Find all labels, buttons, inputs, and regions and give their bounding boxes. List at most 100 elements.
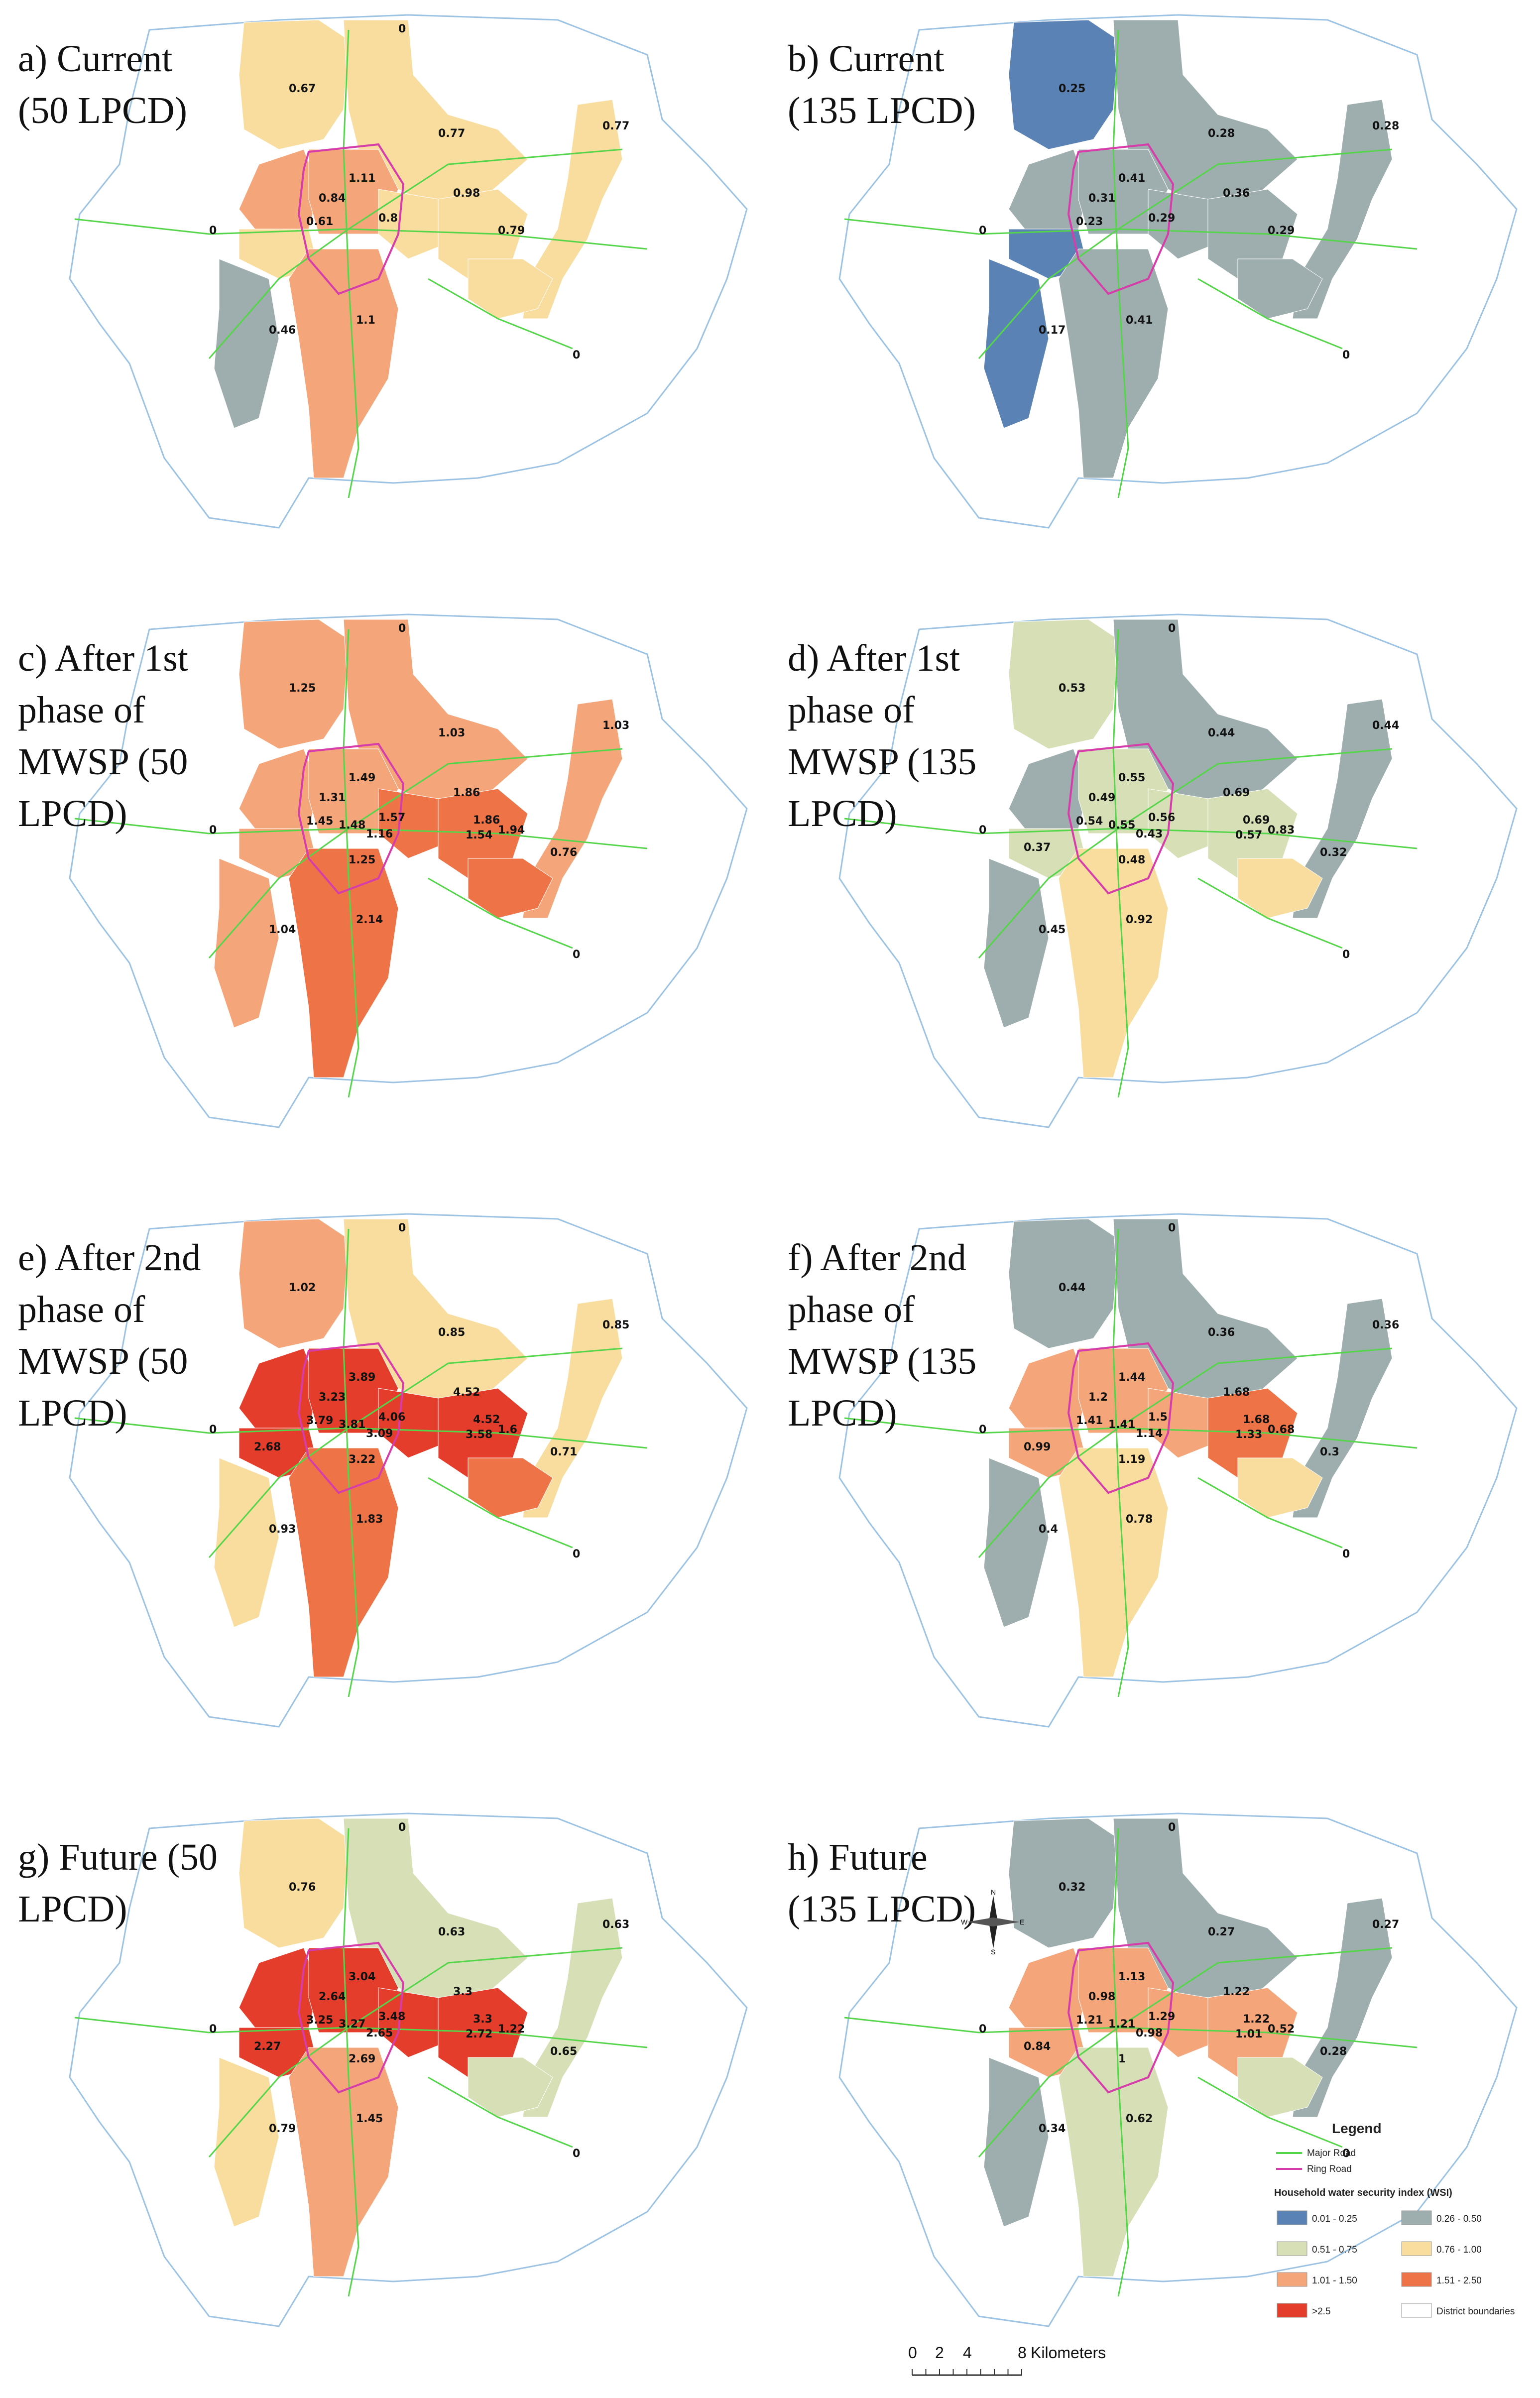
zone-se [468, 2057, 553, 2118]
zone-label-w: 1.31 [319, 792, 346, 804]
zone-label-ce2: 2.65 [366, 2027, 393, 2039]
svg-text:N: N [991, 1890, 996, 1896]
major-road [428, 2076, 573, 2148]
zone-label-cwl: 2.68 [254, 1441, 281, 1453]
major-road [1118, 748, 1393, 830]
major-road [1112, 1828, 1129, 2297]
zone-label-cw: 0.61 [306, 216, 333, 228]
zone-label-outer_se: 0 [573, 1548, 580, 1560]
zone-label-e: 0.98 [453, 187, 480, 200]
zone-label-ce: 0.29 [1148, 212, 1175, 225]
zone-se [468, 1457, 553, 1518]
zone-label-ne: 0.28 [1208, 127, 1235, 140]
legend-swatch [1277, 2210, 1307, 2225]
legend-title: Legend [1332, 2121, 1382, 2136]
map-panel-f: 0 0 0 0.44 0.36 0.36 1.2 1.44 1.41 1.41 1.5 1.14 1.6… [770, 1199, 1540, 1798]
zone-label-e: 3.3 [453, 1986, 473, 1998]
zone-label-se: 0.79 [498, 225, 525, 237]
zone-label-ce: 1.29 [1148, 2011, 1175, 2023]
zone-s [1058, 848, 1169, 1078]
scale-tick-2: 2 [935, 2344, 944, 2362]
zone-s [1058, 1447, 1169, 1678]
zone-label-ce: 1.5 [1148, 1411, 1168, 1424]
major-road [428, 877, 573, 949]
legend-class-label: 0.26 - 0.50 [1436, 2214, 1482, 2224]
major-road [343, 629, 359, 1098]
zone-label-sw: 0.79 [269, 2123, 296, 2135]
zone-label-outer_se: 0 [1342, 349, 1350, 361]
zone-label-nw: 1.02 [289, 1282, 316, 1294]
scale-bar: 0 2 4 8 Kilometers [908, 2344, 1106, 2376]
zone-label-c: 1.44 [1118, 1371, 1145, 1384]
zone-se [1237, 258, 1323, 319]
zone-label-s: 0.62 [1126, 2113, 1153, 2125]
zone-nw [1008, 1818, 1119, 1948]
major-road [208, 828, 349, 959]
zone-label-se3: 0.65 [550, 2045, 577, 2058]
zone-label-sw: 0.93 [269, 1523, 296, 1536]
zone-label-se3: 0.32 [1320, 846, 1347, 859]
major-road [348, 148, 623, 230]
major-road [343, 29, 359, 498]
zone-label-c: 1.11 [349, 172, 375, 185]
zone-label-ce: 4.06 [378, 1411, 405, 1424]
ring-road [1067, 1342, 1175, 1494]
zone-label-sw: 0.34 [1039, 2123, 1066, 2135]
zone-label-nw: 0.32 [1059, 1881, 1085, 1894]
zone-label-sw: 0.4 [1039, 1523, 1058, 1536]
major-road [1197, 278, 1343, 350]
zone-label-outer_n: 0 [398, 1222, 406, 1234]
legend-swatch [1277, 2303, 1307, 2318]
zone-label-se2: 1.33 [1235, 1429, 1262, 1441]
zone-label-ne: 0.44 [1208, 727, 1235, 739]
zone-label-se2: 1.01 [1235, 2028, 1262, 2040]
legend-class-label: 1.01 - 1.50 [1312, 2276, 1357, 2286]
zone-label-fe: 0.36 [1372, 1319, 1399, 1331]
zone-label-se: 0.83 [1268, 824, 1295, 837]
zone-label-e2: 1.86 [473, 814, 500, 827]
map-b: 000.250.280.280.310.410.23 0.290.360.290.… [838, 14, 1518, 529]
panel-title-a: a) Current (50 LPCD) [18, 38, 187, 131]
scale-minor-ticks [912, 2369, 1022, 2375]
zone-label-e2: 4.52 [473, 1414, 500, 1426]
zone-label-outer_w: 0 [979, 2023, 986, 2036]
major-road [208, 228, 349, 359]
major-road [978, 2027, 1119, 2158]
zone-label-se: 0.52 [1268, 2023, 1295, 2036]
zone-label-cwl: 0.99 [1024, 1441, 1051, 1453]
map-f: 0 0 0 0.44 0.36 0.36 1.2 1.44 1.41 1.41 1.5 1.14 1.6… [838, 1213, 1518, 1728]
legend-class-label: >2.5 [1312, 2306, 1331, 2317]
zone-label-cw2: 0.55 [1108, 819, 1135, 832]
major-road [978, 228, 1119, 359]
zone-label-outer_w: 0 [209, 1424, 217, 1436]
zone-nw [1008, 19, 1119, 150]
zone-label-cs: 1 [1118, 2053, 1126, 2065]
major-road [1112, 1228, 1129, 1697]
zone-nw [238, 19, 349, 150]
svg-text:S: S [991, 1948, 995, 1954]
panel-title-f: f) After 2nd phase of MWSP (135 LPCD) [788, 1237, 977, 1434]
zone-se [1237, 2057, 1323, 2118]
map-panel-c: 0 0 0 1.25 1.03 1.03 1.31 1.49 1.45 1.48 1.57 1.16 1… [0, 600, 770, 1199]
zone-label-e2: 0.69 [1243, 814, 1270, 827]
ring-road [297, 143, 405, 295]
map-panel-h: 0 0 0 0.32 0.27 0.27 0.98 1.13 1.21 1.21 1.29 0.98 1… [770, 1798, 1540, 2398]
zone-label-cwl: 2.27 [254, 2040, 281, 2053]
zone-label-outer_w: 0 [979, 1424, 986, 1436]
major-road [1118, 1947, 1393, 2029]
zone-label-cs: 1.25 [349, 854, 375, 866]
zone-label-se2: 0.57 [1235, 829, 1262, 841]
zone-s [288, 248, 399, 479]
legend-class-label: 1.51 - 2.50 [1436, 2276, 1482, 2286]
zone-label-se: 1.94 [498, 824, 525, 837]
legend-classes: 0.01 - 0.25 0.26 - 0.50 0.51 - 0.75 0.76 - … [1277, 2210, 1515, 2318]
zone-label-fe: 0.44 [1372, 719, 1399, 732]
panel-title-h: h) Future (135 LPCD) [788, 1836, 976, 1930]
zone-label-se3: 0.28 [1320, 2045, 1347, 2058]
zone-label-outer_w: 0 [209, 824, 217, 837]
zone-label-cs: 2.69 [349, 2053, 375, 2065]
zone-se [1237, 858, 1323, 919]
legend-class-label: 0.51 - 0.75 [1312, 2245, 1357, 2255]
zone-label-se: 0.29 [1268, 225, 1295, 237]
zone-label-s: 0.92 [1126, 914, 1153, 926]
